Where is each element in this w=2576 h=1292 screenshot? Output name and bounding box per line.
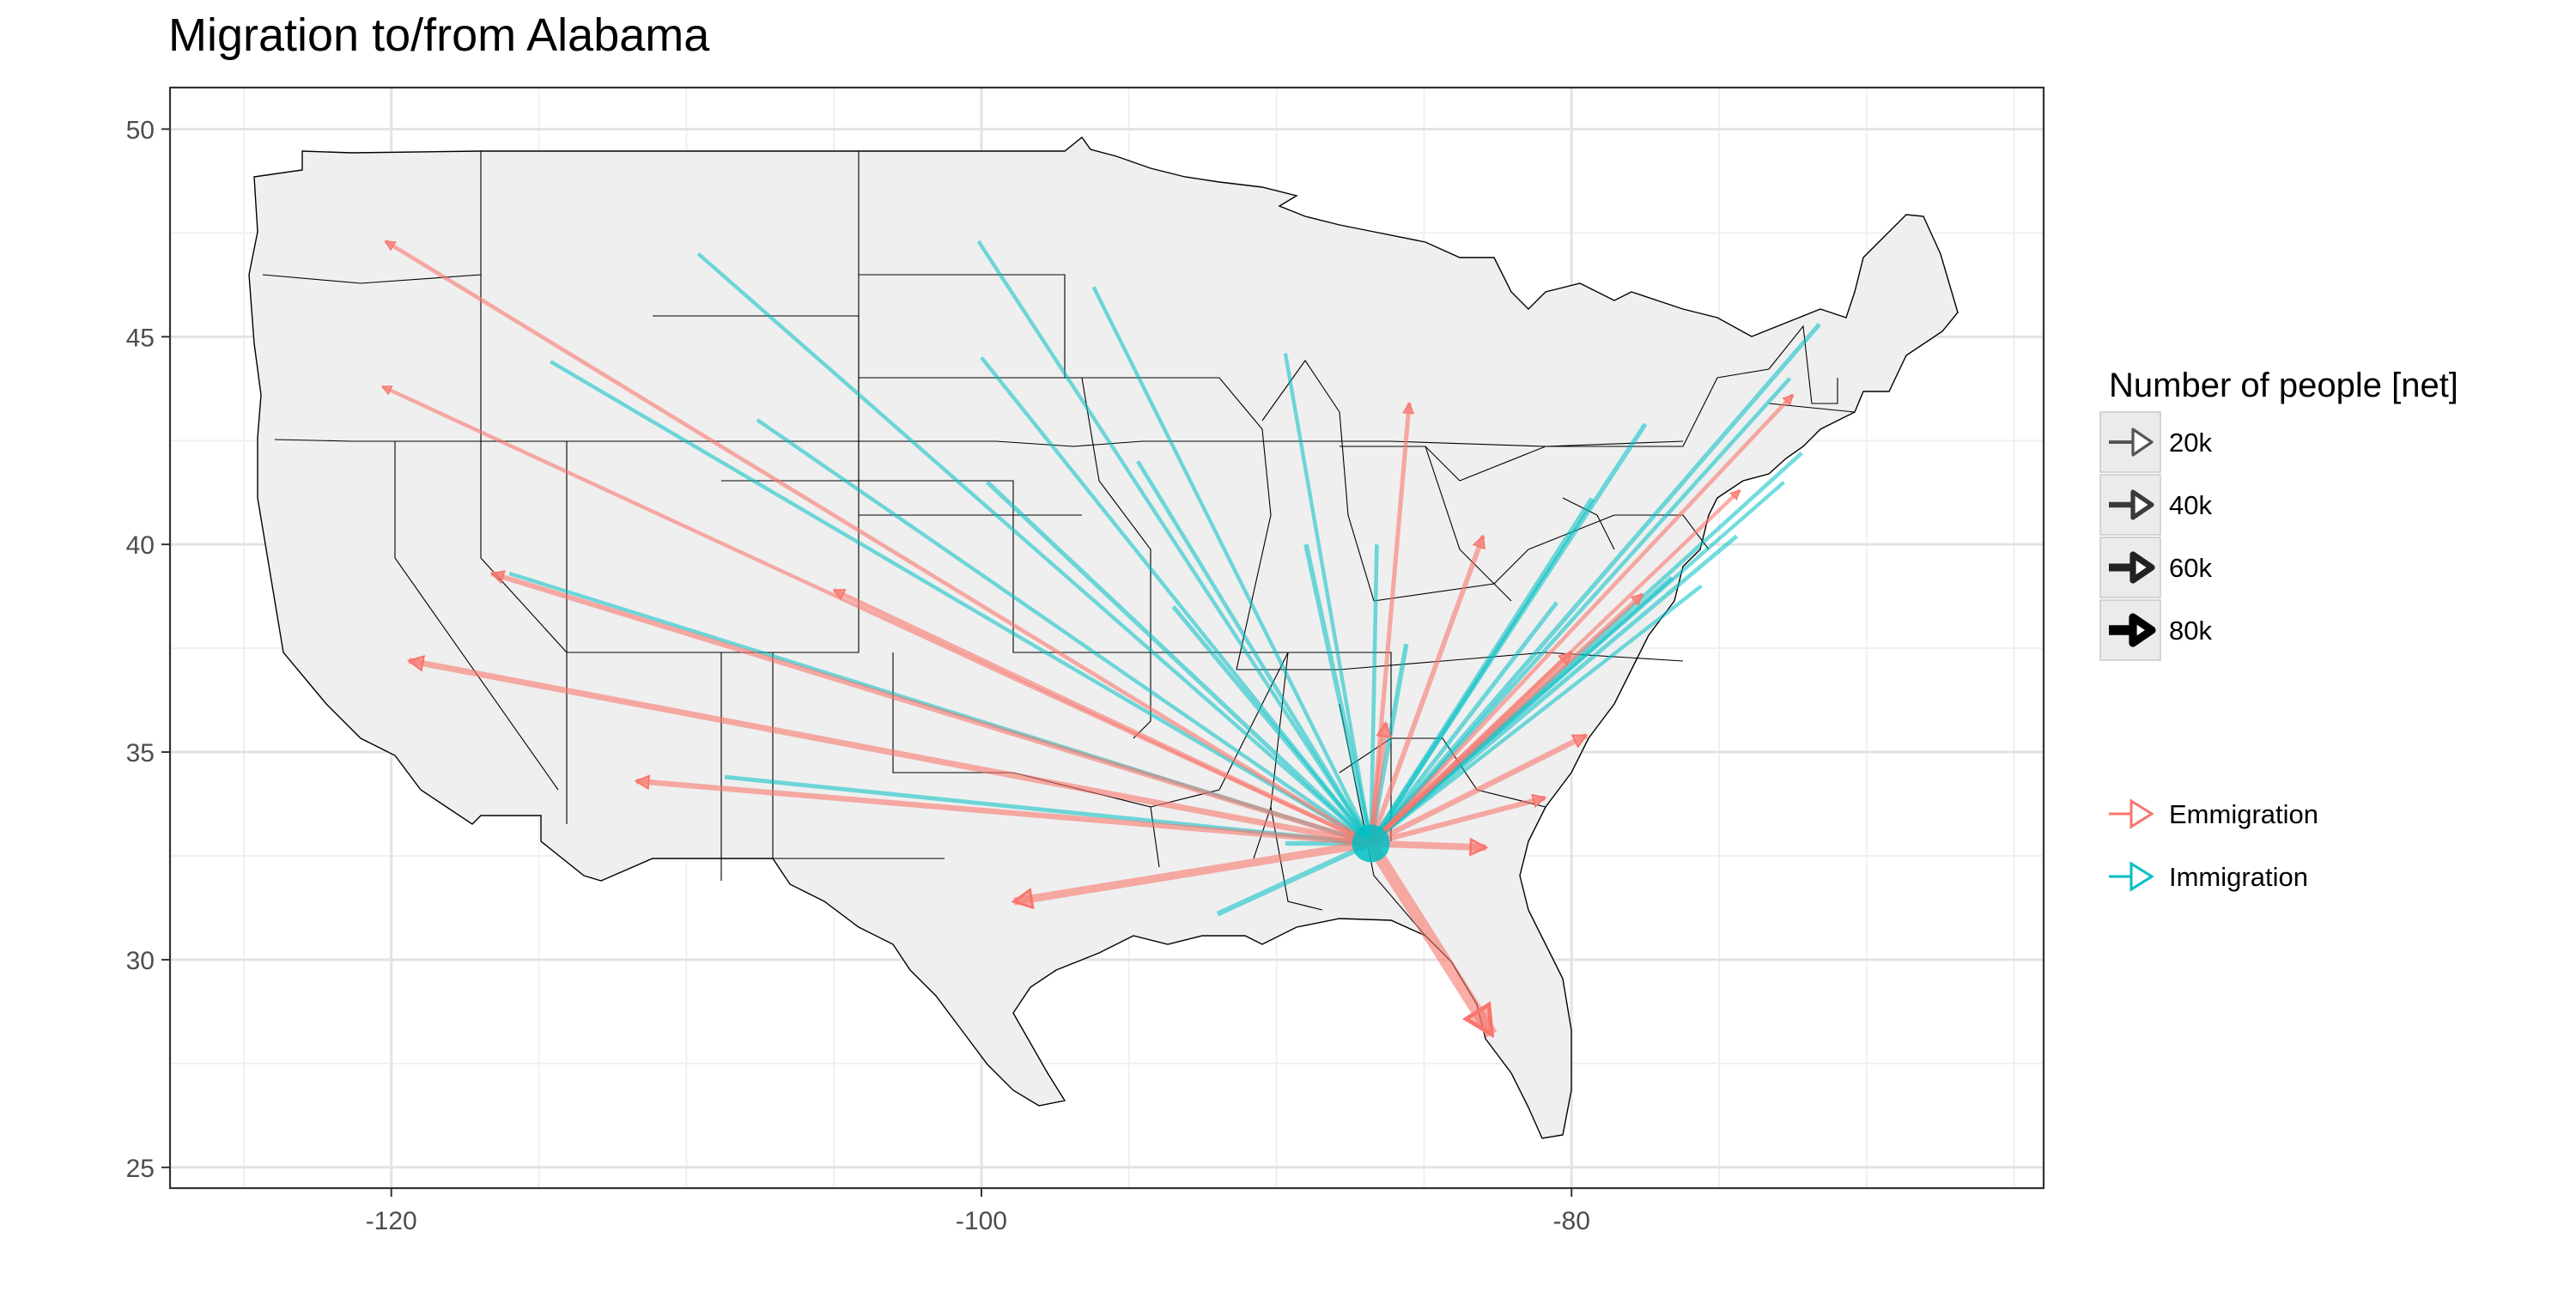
color-legend-arrow-head (2129, 798, 2154, 829)
immigration-arrow (1136, 460, 1373, 845)
size-legend-arrow-head (2129, 551, 2155, 584)
us-map (248, 136, 1959, 1139)
size-legend-arrow-head (2129, 613, 2156, 647)
plot-panel-border (168, 86, 2045, 1190)
emigration-arrow (1014, 839, 1372, 901)
emigration-arrow (1370, 798, 1546, 846)
immigration-arrow (1369, 323, 1821, 846)
immigration-arrow (696, 252, 1372, 846)
emigration-arrow (834, 588, 1372, 846)
emigration-arrow (386, 240, 1372, 846)
immigration-arrow (1216, 840, 1372, 917)
immigration-flows (508, 240, 1821, 917)
size-legend-label: 60k (2169, 553, 2212, 583)
immigration-arrow (756, 418, 1372, 846)
emigration-flows (382, 240, 1795, 1034)
y-tick-label: 25 (126, 1155, 155, 1183)
x-tick-label: -100 (956, 1207, 1007, 1235)
origin-marker-alabama (1352, 824, 1390, 863)
immigration-arrow (1091, 286, 1373, 845)
emigration-arrow (1365, 840, 1498, 1034)
x-tick-label: -80 (1553, 1207, 1590, 1235)
size-legend: Number of people [net] 20k 40k 60k 80k (2099, 367, 2458, 661)
color-legend: Emmigration Immigration (2109, 798, 2318, 892)
color-legend-label: Immigration (2169, 862, 2308, 892)
emigration-arrow (1370, 488, 1741, 846)
y-tick-label: 45 (126, 324, 155, 352)
immigration-arrow (1369, 377, 1792, 846)
size-legend-label: 80k (2169, 616, 2212, 646)
immigration-arrow (1171, 605, 1373, 846)
size-legend-arrow-head (2130, 489, 2154, 520)
size-legend-label: 20k (2169, 428, 2212, 458)
size-legend-label: 40k (2169, 490, 2212, 520)
x-tick-label: -120 (366, 1207, 417, 1235)
immigration-arrow (1369, 422, 1648, 845)
state-borders (262, 151, 1856, 937)
x-axis: -120 -100 -80 (366, 1188, 1590, 1235)
immigration-arrow (1369, 601, 1558, 845)
chart-title: Migration to/from Alabama (168, 9, 710, 61)
emigration-arrow (1370, 732, 1587, 846)
emigration-arrow (492, 573, 1372, 846)
y-tick-label: 50 (126, 116, 155, 144)
immigration-arrow (1370, 584, 1703, 846)
emigration-arrow (1370, 843, 1486, 847)
size-legend-arrow-head (2131, 428, 2154, 457)
immigration-arrow (1369, 544, 1379, 844)
size-legend-title: Number of people [net] (2109, 367, 2458, 404)
emigration-arrow (1368, 536, 1484, 845)
emigration-arrow (1368, 723, 1386, 844)
immigration-arrow (1303, 543, 1374, 845)
y-tick-label: 40 (126, 531, 155, 560)
y-tick-label: 30 (126, 947, 155, 975)
immigration-arrow (550, 360, 1372, 846)
immigration-arrow (986, 480, 1373, 846)
color-legend-arrow-head (2129, 861, 2154, 892)
immigration-arrow (976, 240, 1373, 845)
immigration-arrow (1283, 353, 1373, 844)
y-tick-label: 35 (126, 739, 155, 767)
y-axis: 25 30 35 40 45 50 (126, 116, 170, 1183)
emigration-arrow (1369, 393, 1795, 846)
emigration-arrow (409, 661, 1372, 846)
color-legend-label: Emmigration (2169, 799, 2318, 829)
emigration-arrow (636, 781, 1371, 846)
